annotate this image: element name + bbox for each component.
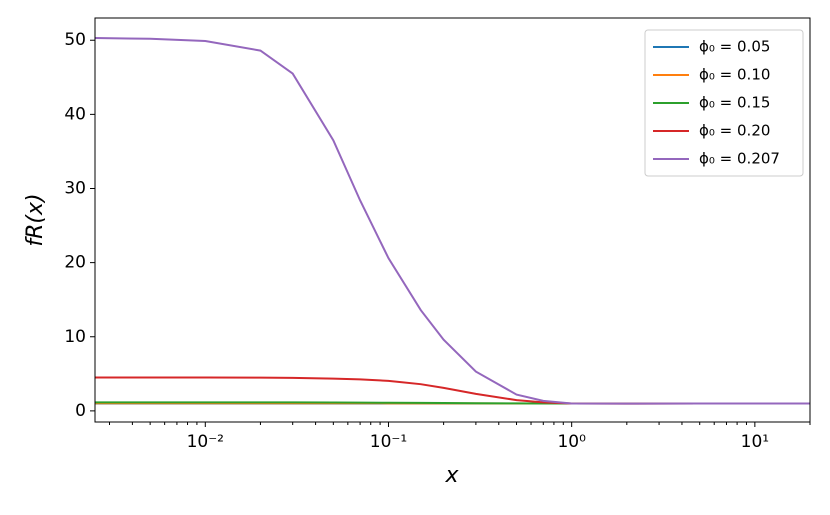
y-tick-label: 40: [64, 104, 86, 124]
y-axis-label: fR(x): [23, 193, 48, 246]
y-tick-label: 30: [64, 178, 86, 198]
series-line: [95, 378, 810, 404]
x-tick-label: 10⁻¹: [370, 432, 407, 452]
legend-label: ϕ₀ = 0.15: [699, 94, 770, 112]
y-tick-label: 50: [64, 30, 86, 50]
y-tick-label: 20: [64, 253, 86, 273]
x-tick-label: 10¹: [741, 432, 769, 452]
legend-label: ϕ₀ = 0.207: [699, 150, 780, 168]
legend-label: ϕ₀ = 0.05: [699, 38, 770, 56]
x-axis-label: x: [444, 463, 459, 488]
x-tick-label: 10⁰: [557, 432, 586, 452]
y-tick-label: 10: [64, 327, 86, 347]
y-tick-label: 0: [75, 401, 86, 421]
legend-label: ϕ₀ = 0.10: [699, 66, 770, 84]
legend-label: ϕ₀ = 0.20: [699, 122, 770, 140]
x-tick-label: 10⁻²: [187, 432, 224, 452]
